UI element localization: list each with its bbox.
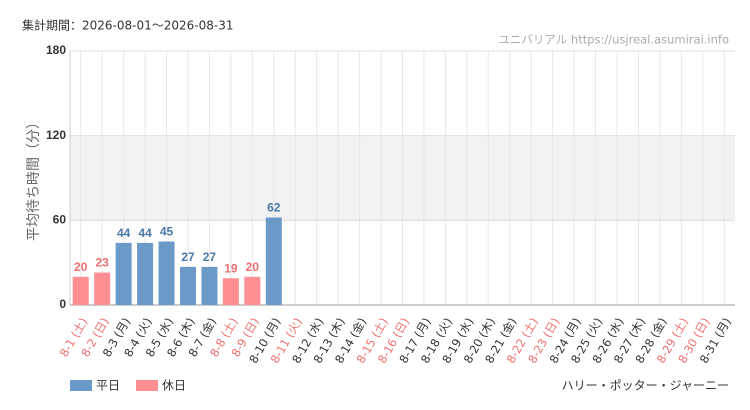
bar — [115, 242, 132, 305]
value-label: 27 — [181, 250, 195, 264]
y-axis-label: 平均待ち時間（分） — [26, 115, 42, 241]
bar — [158, 241, 175, 305]
bar — [222, 278, 239, 305]
y-tick-label: 60 — [53, 213, 67, 227]
value-label: 23 — [95, 256, 109, 270]
bar — [94, 272, 111, 305]
value-label: 20 — [246, 260, 260, 274]
y-tick-label: 120 — [46, 128, 66, 142]
attraction-name: ハリー・ポッター・ジャーニー — [562, 379, 729, 393]
bar — [137, 242, 154, 305]
bar — [265, 217, 282, 305]
source: ユニバリアル https://usjreal.asumirai.info — [498, 33, 729, 47]
y-tick-label: 0 — [59, 297, 66, 311]
value-label: 20 — [74, 260, 88, 274]
value-label: 19 — [224, 261, 238, 275]
legend-label: 休日 — [162, 379, 186, 393]
legend-label: 平日 — [96, 379, 120, 393]
legend-swatch — [70, 380, 92, 391]
chart-title: 集計期間：2026-08-01〜2026-08-31 — [22, 18, 233, 33]
legend-swatch — [136, 380, 158, 391]
bar — [179, 266, 196, 305]
value-label: 44 — [117, 226, 131, 240]
value-label: 27 — [203, 250, 217, 264]
y-tick-label: 180 — [46, 43, 66, 57]
bar — [72, 276, 89, 305]
bar — [201, 266, 218, 305]
bar — [244, 276, 261, 305]
value-label: 44 — [138, 226, 152, 240]
value-label: 62 — [267, 201, 281, 215]
value-label: 45 — [160, 225, 174, 239]
